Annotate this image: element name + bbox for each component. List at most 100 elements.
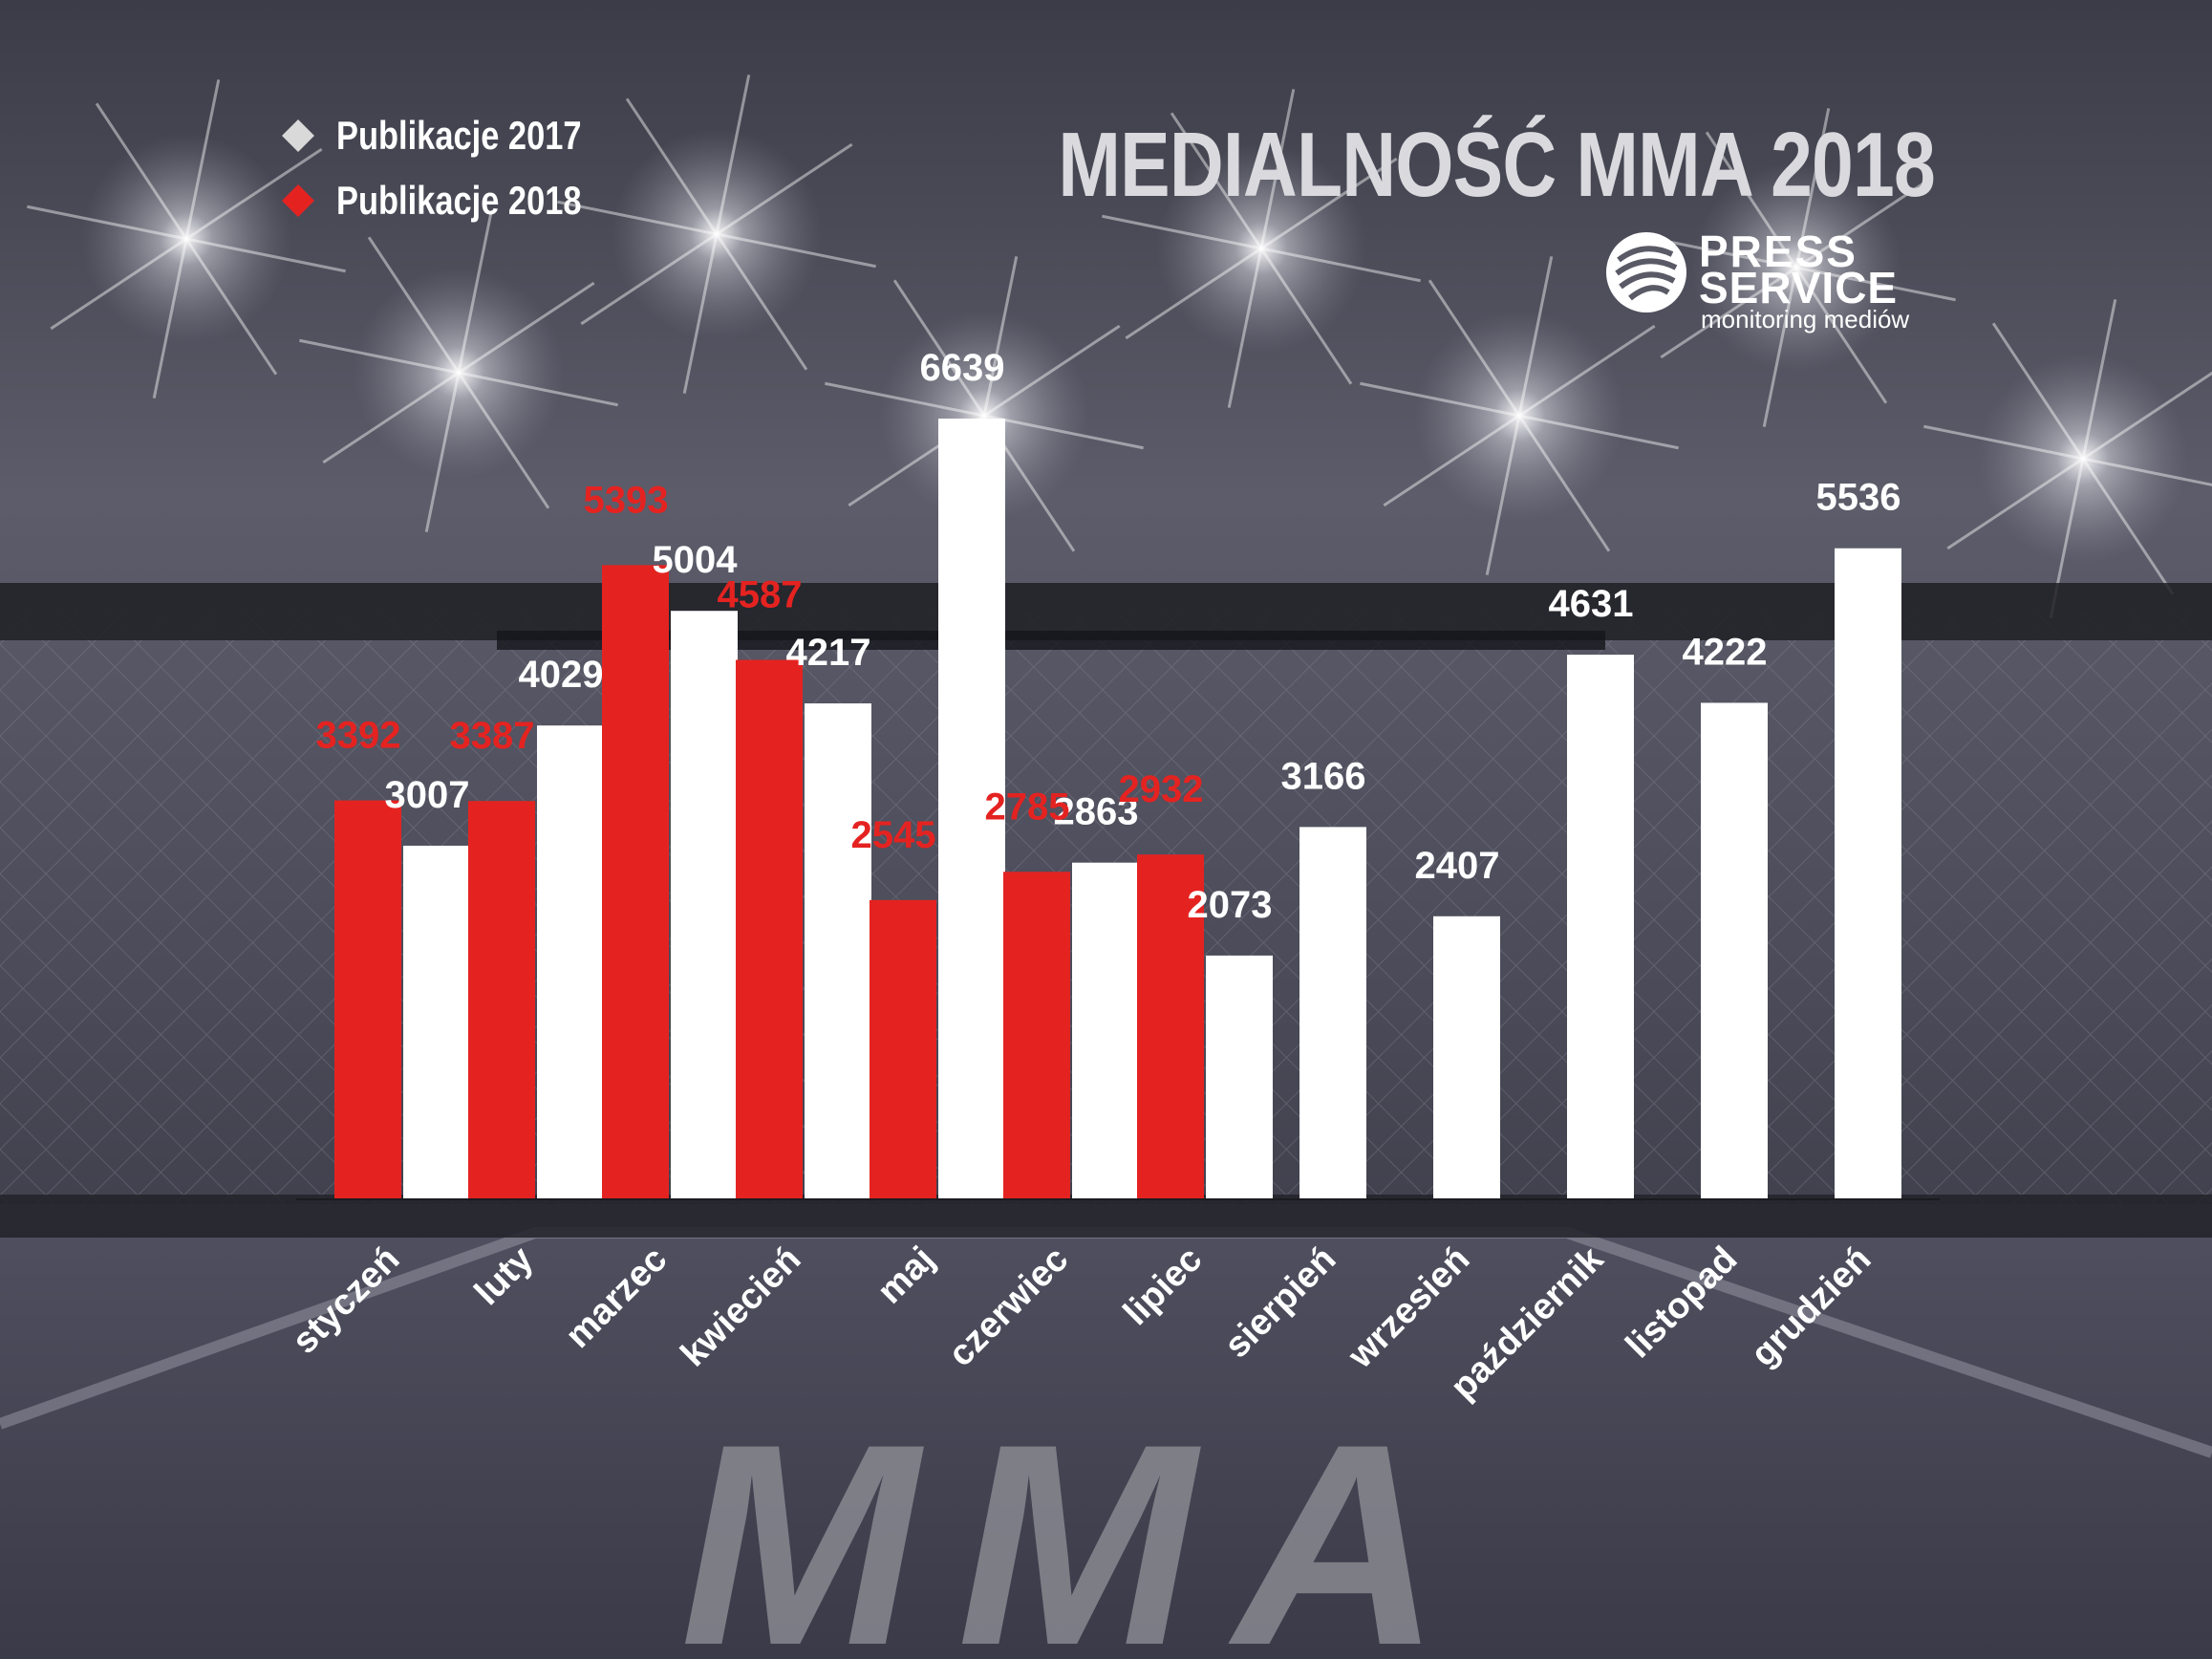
data-label-2017: 3166 [1281, 755, 1366, 797]
spotlight-ray [892, 279, 1076, 552]
cage-rail-back [497, 631, 1605, 650]
spotlight-ray [1170, 112, 1353, 385]
spotlight-ray [367, 236, 550, 509]
spotlight-ray [848, 324, 1121, 507]
spotlight-ray [1125, 157, 1398, 340]
spotlight-ray [50, 147, 323, 331]
spotlight-ray [1946, 371, 2212, 550]
spotlight-ray [825, 381, 1144, 450]
data-label-2017: 2073 [1188, 884, 1273, 926]
spotlight-ray [2049, 299, 2117, 618]
spotlight-ray [1762, 108, 1831, 427]
spotlight-glow [879, 311, 1089, 521]
legend-item-2018: Publikacje 2018 [282, 178, 635, 224]
spotlight-ray [2049, 299, 2117, 618]
spotlight-glow [1156, 143, 1366, 354]
spotlight-ray [1923, 424, 2212, 486]
data-label-2017: 5536 [1816, 477, 1901, 519]
spotlight-ray [1485, 256, 1554, 575]
data-label-2017: 2407 [1415, 845, 1500, 887]
data-label-2018: 2785 [985, 786, 1070, 828]
spotlight-ray [50, 147, 323, 331]
legend-item-2017: Publikacje 2017 [282, 113, 635, 159]
bar-2018-1 [468, 801, 535, 1199]
data-label-2017: 4631 [1549, 583, 1634, 625]
logo-text-tagline: monitoring mediów [1701, 305, 1910, 334]
spotlight-ray [825, 381, 1144, 450]
press-service-logo: PRESS SERVICE monitoring mediów [1605, 229, 1935, 333]
spotlight-ray [625, 97, 808, 371]
data-label-2017: 4217 [786, 632, 871, 674]
spotlight-ray [367, 236, 550, 509]
spotlight-ray [1946, 371, 2212, 550]
spotlight-ray [1428, 279, 1611, 552]
spotlight-ray [1705, 131, 1888, 404]
spotlight-ray [95, 102, 278, 376]
spotlight-ray [95, 102, 278, 376]
spotlight-ray [1637, 233, 1956, 302]
legend-diamond-icon [282, 184, 314, 217]
spotlight-ray [1383, 324, 1656, 507]
spotlight-ray [682, 75, 751, 394]
spotlights [27, 75, 2212, 618]
spotlight-ray [1125, 157, 1398, 340]
spotlight-ray [322, 281, 595, 464]
bar-2017-11 [1835, 548, 1901, 1199]
spotlight-glow [1691, 162, 1901, 373]
spotlight-ray [580, 142, 853, 326]
spotlight-ray [1102, 214, 1421, 283]
spotlight-ray [299, 338, 618, 407]
spotlight-ray [27, 205, 346, 273]
data-label-2018: 3387 [450, 715, 535, 757]
spotlight-glow [1414, 311, 1624, 521]
spotlight-ray [557, 200, 876, 269]
spotlight-ray [152, 79, 221, 399]
spotlight-ray [1485, 256, 1554, 575]
spotlight-ray [152, 79, 221, 399]
arena-floor [0, 1204, 2212, 1659]
spotlight-ray [1762, 108, 1831, 427]
bar-2018-3 [736, 659, 803, 1199]
spotlight-glow [612, 129, 822, 339]
spotlight-ray [557, 200, 876, 269]
data-label-2017: 4029 [519, 654, 604, 696]
bar-2018-6 [1137, 854, 1204, 1199]
data-label-2017: 3007 [385, 774, 470, 816]
spotlight-ray [580, 142, 853, 326]
bar-2017-3 [805, 703, 871, 1199]
spotlight-glow [81, 134, 291, 344]
spotlight-ray [1360, 381, 1679, 450]
spotlight-ray [1660, 176, 1933, 359]
bar-2017-0 [403, 845, 470, 1199]
spotlight-ray [1660, 176, 1933, 359]
spotlight-ray [424, 213, 493, 532]
data-label-2017: 2863 [1054, 791, 1139, 833]
data-label-2018: 4587 [718, 574, 803, 616]
bar-2017-10 [1701, 702, 1768, 1199]
chart-title: MEDIALNOŚĆ MMA 2018 [1058, 114, 1935, 216]
data-label-2018: 2545 [851, 814, 936, 856]
bar-2018-4 [870, 899, 936, 1199]
spotlight-ray [27, 205, 346, 273]
spotlight-ray [1923, 424, 2212, 486]
legend-diamond-icon [282, 119, 314, 152]
spotlight-ray [322, 281, 595, 464]
spotlight-ray [848, 324, 1121, 507]
legend-label: Publikacje 2018 [336, 178, 582, 223]
spotlight-ray [682, 75, 751, 394]
bar-2017-6 [1206, 955, 1273, 1199]
spotlight-ray [1637, 233, 1956, 302]
spotlight-glow [1978, 354, 2188, 564]
spotlight-ray [1102, 214, 1421, 283]
bar-2017-8 [1433, 916, 1500, 1199]
bar-2017-1 [537, 725, 604, 1199]
spotlight-ray [625, 97, 808, 371]
spotlight-ray [1170, 112, 1353, 385]
floor-mma-text: MMA [680, 1384, 1479, 1659]
spotlight-ray [1705, 131, 1888, 404]
press-service-logo-icon [1606, 232, 1686, 312]
spotlight-ray [1383, 324, 1656, 507]
spotlight-ray [1227, 89, 1296, 408]
bar-2017-5 [1072, 862, 1139, 1199]
